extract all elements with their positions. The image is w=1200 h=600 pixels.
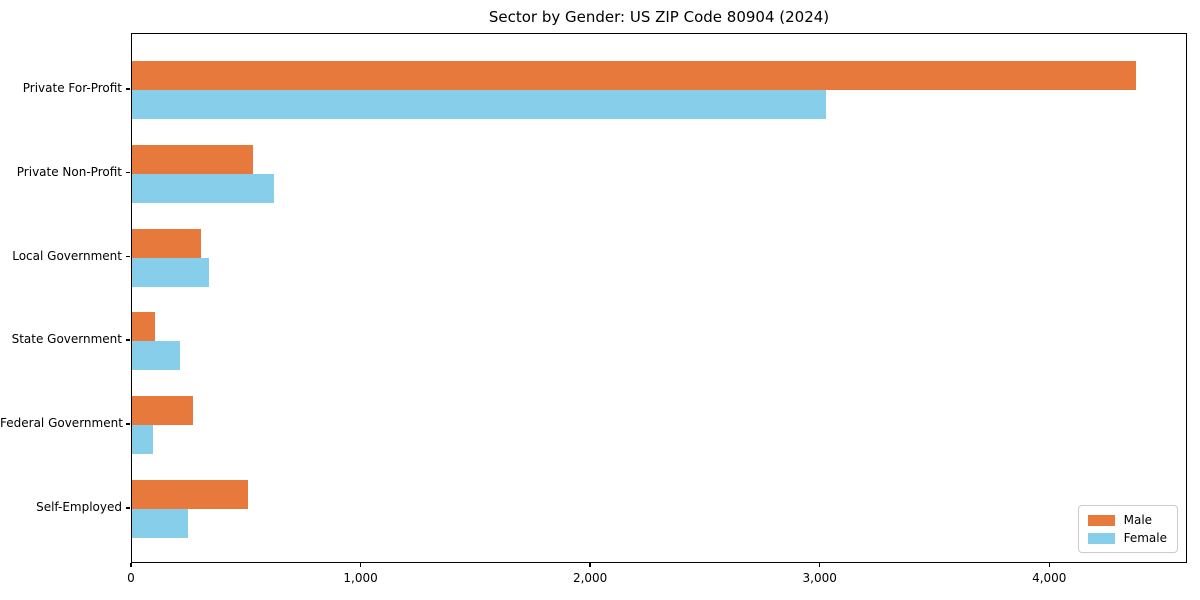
legend-swatch-female [1087,532,1115,544]
bar-male-self-employed [132,480,248,509]
bar-female-federal-government [132,425,153,455]
ytick-label-private-non-profit: Private Non-Profit [16,164,122,179]
bar-male-local-government [132,228,201,258]
bar-female-private-non-profit [132,173,275,203]
legend-item-male: Male [1087,511,1167,529]
ytick-mark-private-for-profit [126,88,130,90]
legend-label-female: Female [1123,531,1167,545]
plot-area: Male Female [131,33,1187,563]
ytick-mark-federal-government [126,423,130,425]
ytick-label-self-employed: Self-Employed [36,500,122,514]
xtick-mark-4000 [1048,563,1050,567]
ytick-mark-local-government [126,255,130,258]
xtick-label-2000: 2,000 [572,571,608,585]
legend-label-male: Male [1123,513,1153,527]
xtick-label-0: 0 [127,571,135,585]
ytick-mark-self-employed [126,507,130,509]
ytick-label-state-government: State Government [11,332,122,347]
xtick-mark-3000 [818,563,821,567]
xtick-label-3000: 3,000 [802,571,837,585]
bar-female-state-government [132,341,181,371]
ytick-label-local-government: Local Government [12,248,122,263]
ytick-label-federal-government: Federal Government [0,416,123,431]
legend-item-female: Female [1087,529,1167,547]
bar-male-private-for-profit [132,61,1136,90]
bar-male-federal-government [132,396,193,426]
chart-title: Sector by Gender: US ZIP Code 80904 (202… [488,8,830,26]
xtick-mark-0 [130,563,132,567]
bar-male-state-government [132,312,155,342]
legend: Male Female [1077,505,1178,553]
ytick-mark-private-non-profit [126,171,130,174]
xtick-mark-2000 [589,563,591,567]
xtick-mark-1000 [359,563,362,567]
bar-female-private-for-profit [132,90,827,119]
bar-female-local-government [132,257,209,287]
legend-swatch-male [1087,514,1115,526]
xtick-label-1000: 1,000 [343,571,378,585]
ytick-label-private-for-profit: Private For-Profit [22,81,122,95]
bar-female-self-employed [132,509,189,538]
ytick-mark-state-government [126,339,130,341]
bar-male-private-non-profit [132,144,254,174]
xtick-label-4000: 4,000 [1032,571,1067,585]
